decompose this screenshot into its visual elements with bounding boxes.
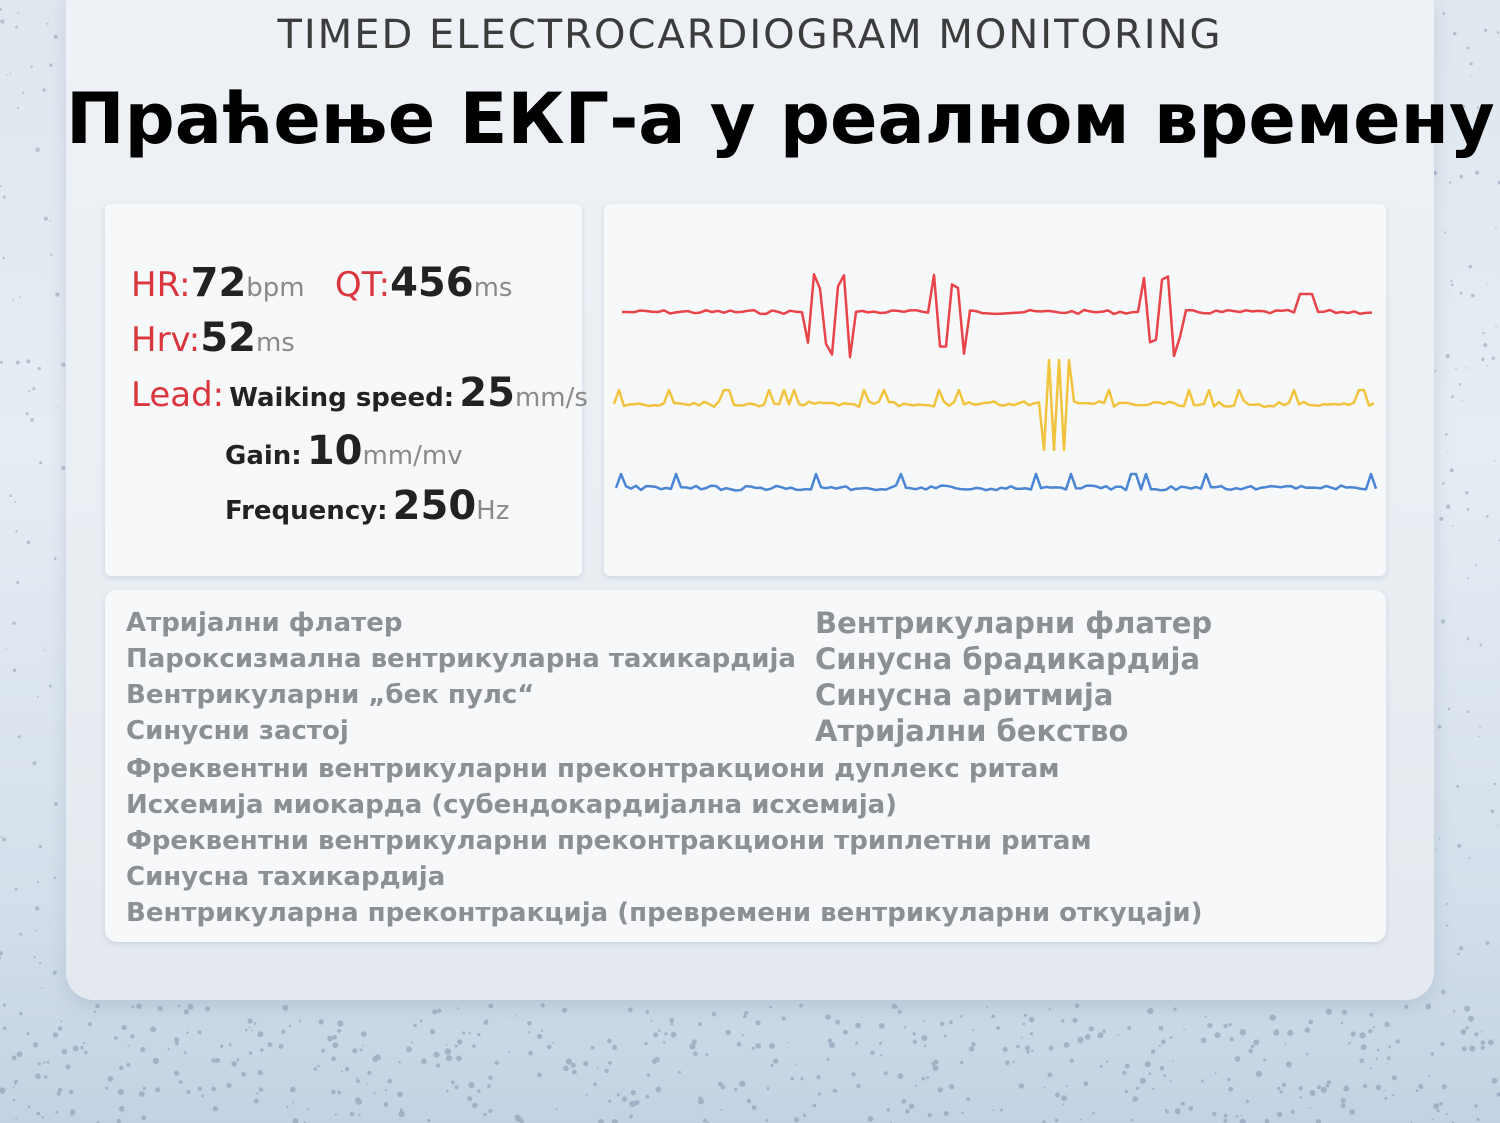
list-item: Пароксизмална вентрикуларна тахикардија (126, 644, 796, 674)
red-trace (622, 273, 1373, 359)
walking-speed-label: Waiking speed: (229, 383, 455, 413)
gain-row: Gain: 10mm/mv (225, 428, 463, 474)
list-item: Синусна тахикардија (126, 862, 446, 892)
conditions-card (105, 590, 1386, 942)
hrv-label: Hrv: (131, 320, 201, 360)
conditions-full-width: Фреквентни вентрикуларни преконтракциони… (126, 751, 1202, 931)
list-item: Фреквентни вентрикуларни преконтракциони… (126, 826, 1092, 856)
hrv-value: 52 (200, 315, 256, 361)
list-item: Синусна аритмија (815, 678, 1114, 712)
list-item: Синусна брадикардија (815, 642, 1201, 676)
blue-trace (614, 472, 1378, 492)
list-item: Атријални флатер (126, 608, 403, 638)
list-item: Фреквентни вентрикуларни преконтракциони… (126, 754, 1060, 784)
page-title: Праћење ЕКГ-а у реалном времену (66, 78, 1495, 160)
eyebrow-title: TIMED ELECTROCARDIOGRAM MONITORING (277, 12, 1223, 58)
hr-value: 72 (190, 260, 247, 306)
hr-qt-row: HR:72bpm QT:456ms (131, 260, 512, 306)
list-item: Атријални бекство (815, 714, 1129, 748)
walking-speed-value: 25 (459, 370, 515, 416)
yellow-trace (612, 358, 1375, 452)
hr-unit: bpm (246, 273, 305, 303)
list-item: Вентрикуларни флатер (815, 606, 1213, 640)
ecg-waveforms (612, 273, 1378, 492)
frequency-value: 250 (392, 483, 477, 529)
gain-label: Gain: (225, 441, 302, 471)
waveform-card (604, 204, 1386, 576)
hrv-unit: ms (255, 328, 295, 358)
qt-value: 456 (390, 260, 474, 306)
lead-row: Lead: Waiking speed: 25mm/s (131, 370, 588, 416)
conditions-left-column: Атријални флатер Пароксизмална вентрикул… (126, 605, 796, 749)
gain-value: 10 (306, 428, 363, 474)
list-item: Синусни застој (126, 716, 349, 746)
hrv-row: Hrv:52ms (131, 315, 295, 361)
walking-speed-unit: mm/s (514, 383, 588, 413)
frequency-row: Frequency: 250Hz (225, 483, 509, 529)
conditions-right-column: Вентрикуларни флатер Синусна брадикардиј… (815, 605, 1212, 749)
list-item: Исхемија миокарда (субендокардијална исх… (126, 790, 898, 820)
metrics-card (105, 204, 582, 576)
frequency-unit: Hz (476, 496, 510, 526)
qt-unit: ms (473, 273, 513, 303)
qt-label: QT: (334, 265, 391, 305)
hr-label: HR: (131, 265, 191, 305)
list-item: Вентрикуларни „бек пулс“ (126, 680, 535, 710)
lead-label: Lead: (131, 375, 225, 415)
frequency-label: Frequency: (225, 496, 388, 526)
list-item: Вентрикуларна преконтракција (превремени… (126, 898, 1203, 928)
gain-unit: mm/mv (362, 441, 463, 471)
